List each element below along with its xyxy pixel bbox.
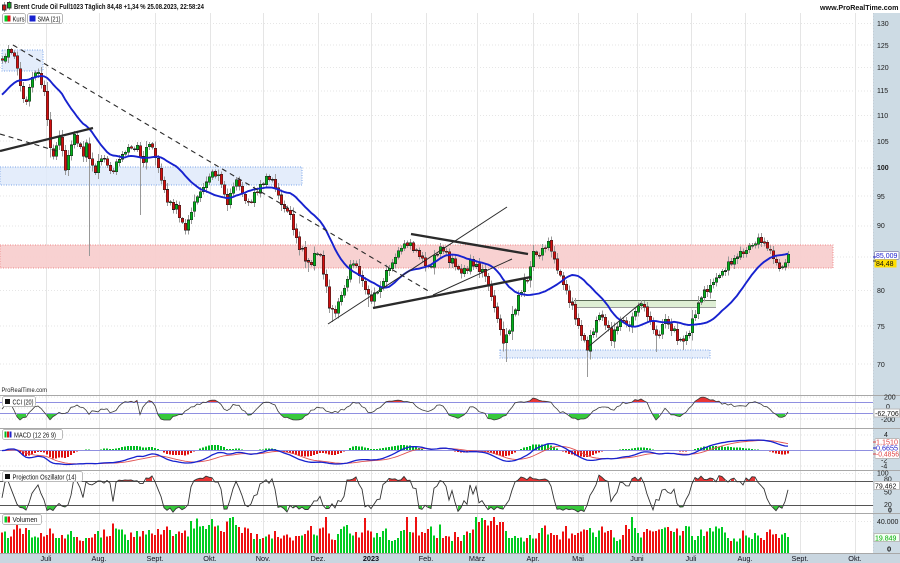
svg-text:Sept.: Sept. [146, 554, 163, 563]
svg-text:Okt.: Okt. [203, 554, 216, 563]
svg-text:20: 20 [884, 502, 892, 509]
svg-text:ProRealTime.com: ProRealTime.com [2, 387, 48, 394]
svg-text:Aug.: Aug. [737, 554, 752, 563]
svg-text:-200: -200 [881, 417, 895, 424]
svg-text:50: 50 [884, 490, 892, 497]
svg-text:95: 95 [877, 194, 885, 201]
svg-text:0: 0 [888, 508, 892, 515]
svg-text:Juli: Juli [686, 554, 697, 563]
svg-text:79,462: 79,462 [875, 484, 897, 491]
svg-text:Volumen: Volumen [13, 517, 38, 524]
svg-text:0: 0 [886, 404, 890, 411]
svg-text:84,48: 84,48 [876, 261, 894, 268]
svg-text:130: 130 [877, 21, 889, 28]
svg-text:Aug.: Aug. [91, 554, 106, 563]
svg-text:120: 120 [877, 65, 889, 72]
svg-text:100: 100 [877, 471, 889, 478]
svg-text:1,1510: 1,1510 [876, 440, 898, 447]
svg-text:Juni: Juni [630, 554, 644, 563]
svg-text:70: 70 [877, 362, 885, 369]
svg-text:100: 100 [877, 165, 889, 172]
svg-text:40.000: 40.000 [877, 519, 899, 526]
svg-text:Kurs: Kurs [13, 17, 25, 24]
svg-text:Projection Oszillator (14): Projection Oszillator (14) [13, 475, 77, 482]
svg-text:MACD (12 26 9): MACD (12 26 9) [14, 433, 56, 440]
svg-text:2023: 2023 [363, 554, 379, 563]
svg-text:Feb.: Feb. [419, 554, 434, 563]
svg-text:115: 115 [877, 88, 888, 95]
svg-text:19.849: 19.849 [875, 536, 897, 543]
svg-text:CCI (20): CCI (20) [13, 400, 34, 407]
svg-text:Juli: Juli [41, 554, 52, 563]
svg-text:-2: -2 [881, 458, 887, 465]
svg-text:90: 90 [877, 223, 885, 230]
svg-text:125: 125 [877, 43, 889, 50]
svg-text:200: 200 [884, 395, 896, 402]
svg-text:Nov.: Nov. [256, 554, 270, 563]
svg-text:-4: -4 [881, 464, 887, 471]
svg-text:Okt.: Okt. [848, 554, 861, 563]
svg-text:80: 80 [884, 477, 892, 484]
svg-text:Dez.: Dez. [310, 554, 325, 563]
svg-text:-62,706: -62,706 [875, 411, 899, 418]
svg-text:-0,4856: -0,4856 [876, 452, 899, 459]
svg-text:4: 4 [884, 432, 888, 439]
svg-text:110: 110 [877, 113, 888, 120]
svg-text:75: 75 [877, 324, 885, 331]
svg-text:Apr.: Apr. [527, 554, 540, 563]
svg-text:Mai: Mai [572, 554, 584, 563]
svg-text:105: 105 [877, 139, 889, 146]
svg-text:80: 80 [877, 288, 885, 295]
svg-text:Sept.: Sept. [791, 554, 808, 563]
svg-text:März: März [469, 554, 486, 563]
svg-text:0: 0 [887, 545, 891, 554]
svg-text:SMA (21): SMA (21) [38, 17, 61, 24]
svg-text:0,6655: 0,6655 [876, 446, 898, 453]
svg-text:85,009: 85,009 [876, 253, 898, 260]
